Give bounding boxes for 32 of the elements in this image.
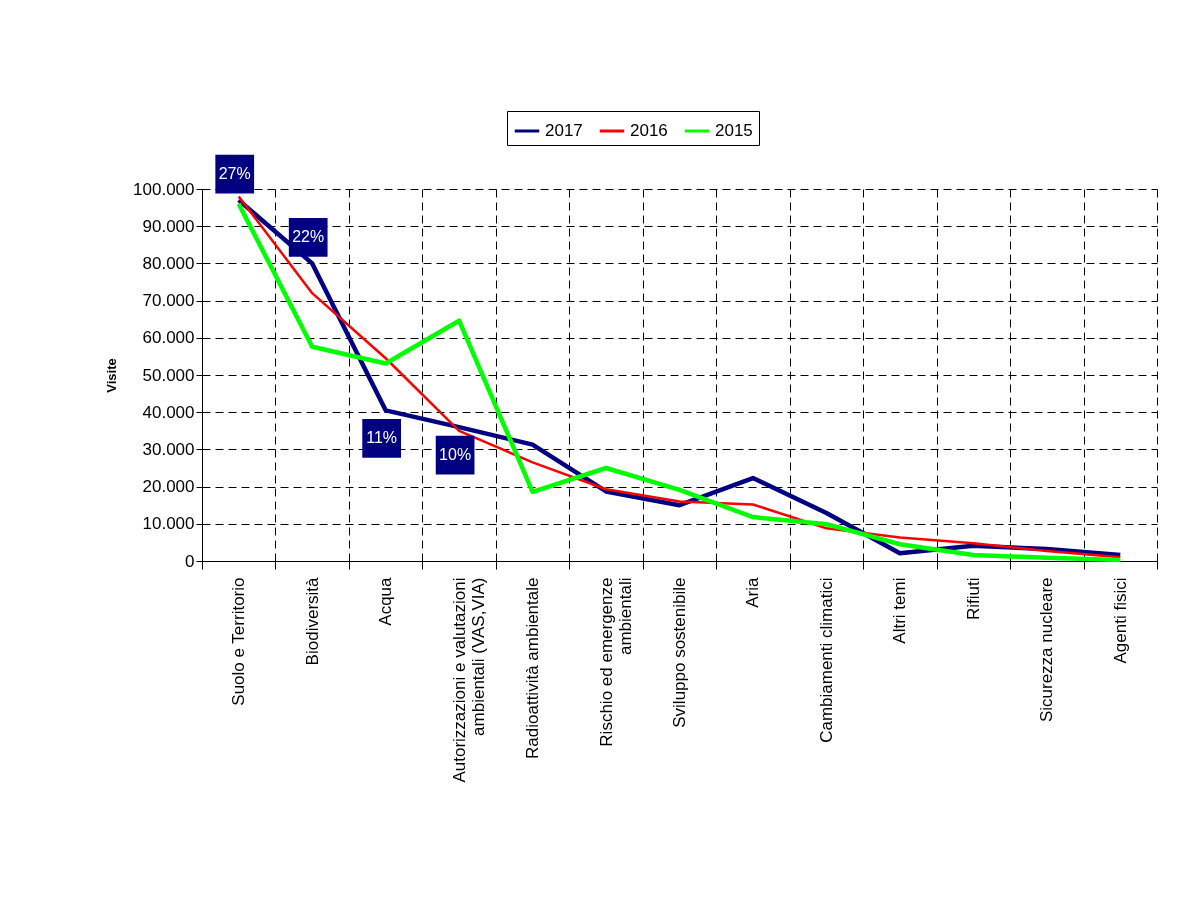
- x-tick-label: Biodiversità: [302, 576, 322, 666]
- x-tick-label: Altri temi: [890, 577, 910, 644]
- x-tick-label: Sviluppo sostenibile: [670, 577, 689, 728]
- x-tick-label: Suolo e Territorio: [229, 577, 249, 706]
- annotation: 22%: [292, 228, 325, 246]
- y-tick-label: 70.000: [142, 291, 195, 311]
- annotation: 27%: [218, 165, 251, 183]
- y-tick-label: 0: [185, 551, 195, 571]
- x-tick-label: Autorizzazioni e valutazioni ambientali (VAS,VIA): [449, 577, 488, 783]
- y-tick-label: 30.000: [142, 439, 195, 459]
- legend-label: 2017: [545, 121, 583, 140]
- y-tick-label: 50.000: [142, 365, 195, 385]
- legend-label: 2016: [630, 121, 668, 140]
- x-tick-label: Acqua: [376, 576, 396, 626]
- x-tick-label: Radioattività ambientale: [523, 577, 543, 759]
- y-axis-title: Visite: [104, 358, 120, 393]
- y-tick-label: 60.000: [142, 328, 195, 348]
- y-tick-label: 100.000: [133, 179, 195, 199]
- x-tick-label: Rischio ed emergenze ambientali: [596, 577, 635, 747]
- y-tick-label: 90.000: [142, 216, 195, 236]
- legend-label: 2015: [715, 121, 753, 140]
- x-tick-label: Rifiuti: [963, 577, 983, 621]
- y-tick-label: 80.000: [142, 253, 195, 273]
- y-tick-label: 40.000: [142, 402, 195, 422]
- x-tick-label: Sicurezza nucleare: [1037, 577, 1057, 723]
- annotation: 10%: [439, 446, 472, 464]
- x-tick-label: Cambiamenti climatici: [816, 577, 836, 743]
- annotation: 11%: [366, 429, 398, 447]
- x-tick-label: Agenti fisici: [1110, 577, 1130, 664]
- y-tick-label: 10.000: [142, 514, 195, 534]
- x-tick-label: Aria: [743, 576, 763, 608]
- y-tick-label: 20.000: [142, 477, 195, 497]
